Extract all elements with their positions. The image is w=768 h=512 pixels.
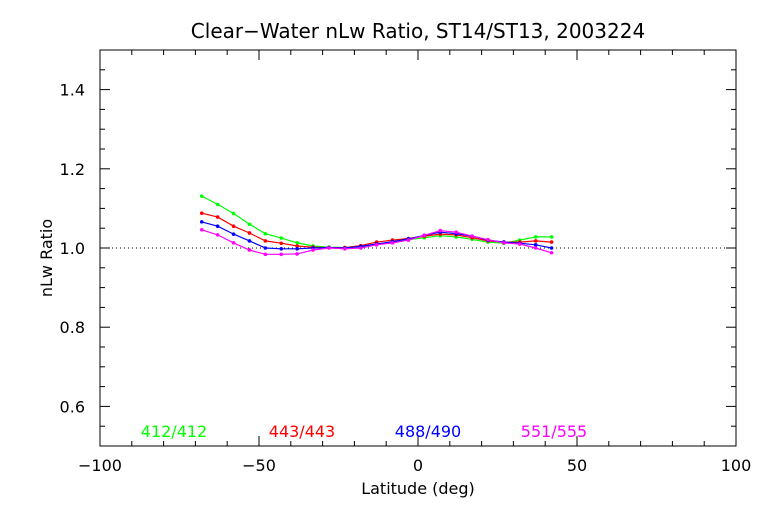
data-point xyxy=(533,235,538,239)
series-551-555 xyxy=(199,227,554,257)
x-tick-label: 0 xyxy=(413,456,423,475)
data-point xyxy=(231,241,236,245)
y-tick-label: 0.6 xyxy=(60,397,85,416)
series-group xyxy=(199,194,554,257)
data-point xyxy=(549,240,554,244)
data-point xyxy=(295,241,299,245)
data-point xyxy=(279,246,284,251)
data-point xyxy=(279,241,284,246)
data-point xyxy=(295,246,299,251)
x-tick-label: −50 xyxy=(242,456,276,475)
data-point xyxy=(215,224,220,229)
data-point xyxy=(438,228,443,233)
data-point xyxy=(533,246,538,250)
legend-entry: 443/443 xyxy=(269,422,335,441)
data-point xyxy=(295,244,299,248)
data-point xyxy=(470,234,474,238)
axes: −100 −50 0 50 100 0.6 0.8 1.0 1.2 1.4 xyxy=(60,49,752,475)
data-point xyxy=(263,246,268,250)
data-point xyxy=(263,252,268,257)
data-point xyxy=(517,242,522,246)
data-point xyxy=(295,252,299,256)
data-point xyxy=(231,211,236,216)
legend: 412/412 443/443 488/490 551/555 xyxy=(141,422,587,441)
data-point xyxy=(549,246,554,250)
data-point xyxy=(231,232,236,236)
y-tick-label: 1.2 xyxy=(60,160,85,179)
data-point xyxy=(374,243,379,247)
x-tick-label: −100 xyxy=(78,456,122,475)
data-point xyxy=(502,241,506,245)
y-tick-label: 1.4 xyxy=(60,81,85,100)
data-point xyxy=(358,246,363,250)
data-point xyxy=(343,246,347,251)
data-point xyxy=(549,235,554,239)
data-point xyxy=(279,236,284,240)
data-point xyxy=(533,243,538,247)
data-point xyxy=(199,194,204,198)
data-point xyxy=(263,239,268,243)
data-point xyxy=(279,252,284,257)
data-point xyxy=(327,246,331,250)
data-point xyxy=(311,248,315,252)
data-point xyxy=(247,248,252,252)
data-point xyxy=(454,230,458,234)
y-tick-label: 1.0 xyxy=(60,239,85,258)
chart-title: Clear−Water nLw Ratio, ST14/ST13, 200322… xyxy=(191,19,645,43)
data-point xyxy=(533,239,538,243)
x-tick-label: 50 xyxy=(567,456,587,475)
legend-entry: 551/555 xyxy=(521,422,587,441)
legend-entry: 488/490 xyxy=(395,422,461,441)
y-axis-label: nLw Ratio xyxy=(37,219,56,297)
data-point xyxy=(247,239,252,243)
data-point xyxy=(247,231,252,235)
data-point xyxy=(406,238,411,242)
data-point xyxy=(199,220,204,224)
data-point xyxy=(215,233,220,237)
data-point xyxy=(247,222,252,227)
data-point xyxy=(199,227,204,232)
data-point xyxy=(215,215,220,219)
data-point xyxy=(199,211,204,215)
x-axis-label: Latitude (deg) xyxy=(361,479,475,498)
data-point xyxy=(390,241,395,245)
x-tick-label: 100 xyxy=(721,456,752,475)
data-point xyxy=(486,237,490,242)
legend-entry: 412/412 xyxy=(141,422,207,441)
series-line xyxy=(201,195,552,249)
y-tick-label: 0.8 xyxy=(60,318,85,337)
data-point xyxy=(215,202,220,207)
data-point xyxy=(231,224,236,229)
data-point xyxy=(549,250,554,255)
data-point xyxy=(422,233,427,238)
data-point xyxy=(263,231,268,236)
